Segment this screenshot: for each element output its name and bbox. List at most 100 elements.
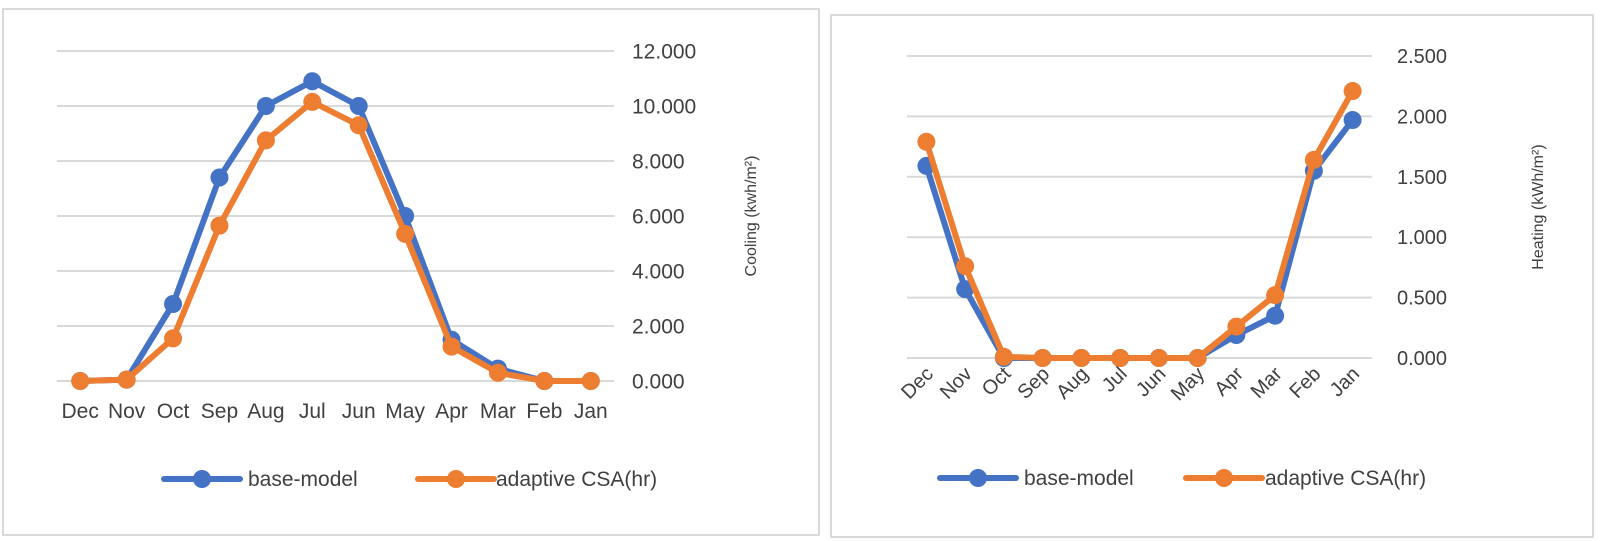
heating-x-tick-label: Jul xyxy=(1098,363,1132,397)
cooling-y-axis-title: Cooling (kwh/m²) xyxy=(743,156,760,277)
cooling-data-point xyxy=(488,363,507,382)
heating-data-point xyxy=(1072,349,1091,367)
cooling-data-point xyxy=(164,295,183,313)
heating-data-point xyxy=(1343,82,1362,101)
cooling-data-point xyxy=(71,372,90,390)
cooling-data-point xyxy=(349,97,368,115)
cooling-legend-label: adaptive CSA(hr) xyxy=(496,468,657,491)
heating-legend-marker xyxy=(969,469,987,487)
cooling-y-tick-label: 2.000 xyxy=(632,315,685,338)
heating-x-tick-label: Jan xyxy=(1326,363,1364,401)
cooling-data-point xyxy=(210,216,229,235)
heating-x-tick-label: Nov xyxy=(936,363,977,404)
cooling-x-tick-label: Jul xyxy=(299,400,326,423)
cooling-x-tick-label: May xyxy=(385,400,425,423)
cooling-x-tick-label: Jun xyxy=(342,400,376,423)
heating-y-ticks: 0.000 0.500 1.000 1.500 2.000 2.500 xyxy=(1397,46,1447,370)
cooling-series-1 xyxy=(71,92,600,390)
heating-data-point xyxy=(1266,306,1285,325)
heating-data-point xyxy=(1266,286,1285,305)
heating-legend: base-model adaptive CSA(hr) xyxy=(937,467,1426,490)
heating-legend-item: base-model xyxy=(937,467,1134,490)
heating-data-point xyxy=(917,132,936,151)
heating-legend-label: adaptive CSA(hr) xyxy=(1265,467,1426,490)
cooling-x-tick-label: Sep xyxy=(201,400,238,423)
cooling-data-point xyxy=(303,92,322,111)
heating-x-tick-label: May xyxy=(1167,363,1209,405)
heating-x-tick-label: Sep xyxy=(1013,363,1054,404)
heating-x-tick-label: Oct xyxy=(978,363,1016,401)
cooling-x-ticks: Dec Nov Oct Sep Aug Jul Jun May Apr Mar Feb Jan xyxy=(62,400,608,423)
cooling-series-0 xyxy=(71,72,600,390)
cooling-chart: 0.000 2.000 4.000 6.000 8.000 10.000 12.000 Coo… xyxy=(57,40,760,491)
heating-data-point xyxy=(1149,349,1168,367)
cooling-legend: base-model adaptive CSA(hr) xyxy=(161,468,657,491)
heating-chart: 0.000 0.500 1.000 1.500 2.000 2.500 Heating (k… xyxy=(897,46,1547,490)
cooling-y-tick-label: 8.000 xyxy=(632,150,685,173)
cooling-data-point xyxy=(256,97,275,115)
heating-data-point xyxy=(1343,111,1362,130)
heating-x-tick-label: Dec xyxy=(897,363,938,404)
cooling-series-line xyxy=(77,98,594,384)
heating-data-point xyxy=(994,347,1013,366)
cooling-data-point xyxy=(256,131,275,150)
heating-x-tick-label: Aug xyxy=(1052,363,1093,404)
cooling-x-tick-label: Aug xyxy=(247,400,284,423)
cooling-y-tick-label: 12.000 xyxy=(632,40,696,63)
cooling-y-tick-label: 6.000 xyxy=(632,205,685,228)
heating-legend-marker xyxy=(1215,469,1233,487)
heating-series-1 xyxy=(917,82,1362,367)
cooling-data-point xyxy=(164,329,183,348)
heating-x-tick-label: Feb xyxy=(1285,363,1325,403)
cooling-x-tick-label: Dec xyxy=(62,400,99,423)
heating-x-tick-label: Apr xyxy=(1210,363,1248,401)
heating-y-tick-label: 1.000 xyxy=(1397,227,1447,249)
heating-data-point xyxy=(1304,150,1323,169)
heating-data-point xyxy=(1188,349,1207,367)
cooling-data-point xyxy=(535,372,554,390)
heating-series-line xyxy=(923,88,1356,361)
heating-data-point xyxy=(1111,349,1130,367)
cooling-data-point xyxy=(442,337,461,356)
heating-y-tick-label: 0.000 xyxy=(1397,348,1447,370)
cooling-legend-label: base-model xyxy=(248,468,358,491)
heating-data-point xyxy=(956,257,975,276)
cooling-x-tick-label: Nov xyxy=(108,400,146,423)
cooling-data-point xyxy=(303,72,322,91)
cooling-series-line xyxy=(77,78,594,384)
heating-legend-label: base-model xyxy=(1024,467,1134,490)
cooling-data-point xyxy=(581,372,600,390)
heating-chart-panel: 0.000 0.500 1.000 1.500 2.000 2.500 Heating (k… xyxy=(830,14,1594,538)
cooling-y-tick-label: 4.000 xyxy=(632,260,685,283)
cooling-x-tick-label: Apr xyxy=(435,400,468,423)
cooling-y-tick-label: 10.000 xyxy=(632,95,696,118)
cooling-legend-marker xyxy=(447,470,465,488)
cooling-y-tick-label: 0.000 xyxy=(632,370,685,393)
cooling-data-point xyxy=(210,168,229,187)
cooling-chart-panel: 0.000 2.000 4.000 6.000 8.000 10.000 12.000 Coo… xyxy=(2,8,820,536)
cooling-data-point xyxy=(349,116,368,135)
heating-y-tick-label: 2.000 xyxy=(1397,106,1447,128)
heating-series-0 xyxy=(917,111,1362,367)
cooling-legend-item: base-model xyxy=(161,468,358,491)
heating-x-tick-label: Jun xyxy=(1132,363,1170,401)
cooling-legend-marker xyxy=(193,470,211,488)
cooling-gridlines xyxy=(57,50,614,382)
cooling-x-tick-label: Mar xyxy=(480,400,516,423)
cooling-x-tick-label: Jan xyxy=(574,400,608,423)
heating-data-point xyxy=(1227,317,1246,336)
cooling-data-point xyxy=(396,224,415,243)
heating-legend-item: adaptive CSA(hr) xyxy=(1183,467,1426,490)
heating-data-point xyxy=(1033,349,1052,367)
heating-y-tick-label: 1.500 xyxy=(1397,167,1447,189)
cooling-legend-item: adaptive CSA(hr) xyxy=(415,468,657,491)
heating-y-tick-label: 2.500 xyxy=(1397,46,1447,68)
cooling-x-tick-label: Oct xyxy=(157,400,190,423)
heating-x-tick-label: Mar xyxy=(1247,363,1287,403)
cooling-data-point xyxy=(117,370,136,389)
heating-y-tick-label: 0.500 xyxy=(1397,288,1447,310)
cooling-x-tick-label: Feb xyxy=(526,400,562,423)
cooling-y-ticks: 0.000 2.000 4.000 6.000 8.000 10.000 12.000 xyxy=(632,40,696,393)
heating-y-axis-title: Heating (kWh/m²) xyxy=(1530,144,1547,269)
